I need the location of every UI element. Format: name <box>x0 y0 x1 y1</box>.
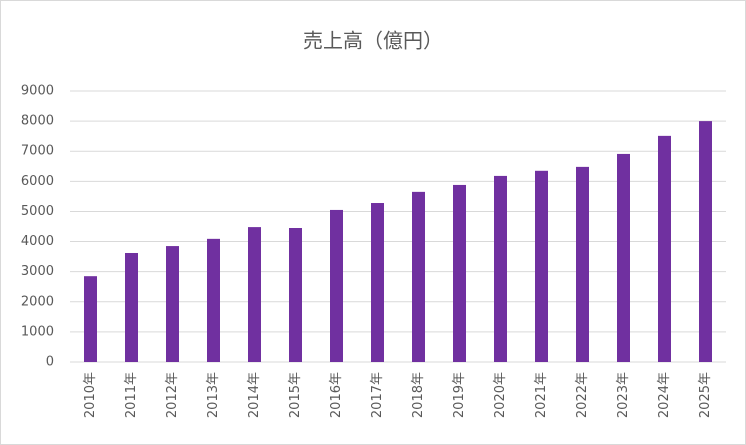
x-tick-label: 2018年 <box>411 372 426 418</box>
x-tick-label: 2021年 <box>534 372 549 418</box>
y-tick-label: 5000 <box>21 204 54 219</box>
x-tick-label: 2020年 <box>493 372 508 418</box>
bar <box>84 276 97 362</box>
bar <box>535 170 548 362</box>
x-tick-label: 2013年 <box>206 372 221 418</box>
bar <box>207 238 220 362</box>
bar <box>330 209 343 362</box>
y-tick-label: 4000 <box>21 234 54 249</box>
bar <box>494 175 507 362</box>
y-tick-label: 9000 <box>21 84 54 99</box>
chart-title: 売上高（億円） <box>303 29 443 53</box>
bar <box>371 203 384 362</box>
x-tick-label: 2017年 <box>370 372 385 418</box>
x-tick-label: 2024年 <box>657 372 672 418</box>
x-tick-label: 2023年 <box>616 372 631 418</box>
bar <box>166 246 179 362</box>
x-tick-label: 2015年 <box>288 372 303 418</box>
bar <box>617 153 630 362</box>
y-tick-label: 8000 <box>21 114 54 129</box>
x-tick-label: 2025年 <box>698 372 713 418</box>
x-tick-label: 2014年 <box>247 372 262 418</box>
x-tick-label: 2011年 <box>124 372 139 418</box>
x-tick-label: 2019年 <box>452 372 467 418</box>
bar <box>699 121 712 362</box>
bar <box>453 184 466 362</box>
bar <box>248 227 261 362</box>
y-tick-label: 7000 <box>21 144 54 159</box>
bar <box>289 228 302 362</box>
y-tick-label: 2000 <box>21 294 54 309</box>
x-tick-label: 2012年 <box>165 372 180 418</box>
bar <box>576 166 589 362</box>
y-tick-label: 1000 <box>21 324 54 339</box>
bar <box>412 191 425 362</box>
x-tick-label: 2016年 <box>329 372 344 418</box>
x-tick-label: 2010年 <box>83 372 98 418</box>
x-tick-label: 2022年 <box>575 372 590 418</box>
bar <box>125 252 138 362</box>
y-tick-label: 0 <box>46 355 54 370</box>
y-tick-label: 3000 <box>21 264 54 279</box>
y-tick-label: 6000 <box>21 174 54 189</box>
bar <box>658 135 671 362</box>
